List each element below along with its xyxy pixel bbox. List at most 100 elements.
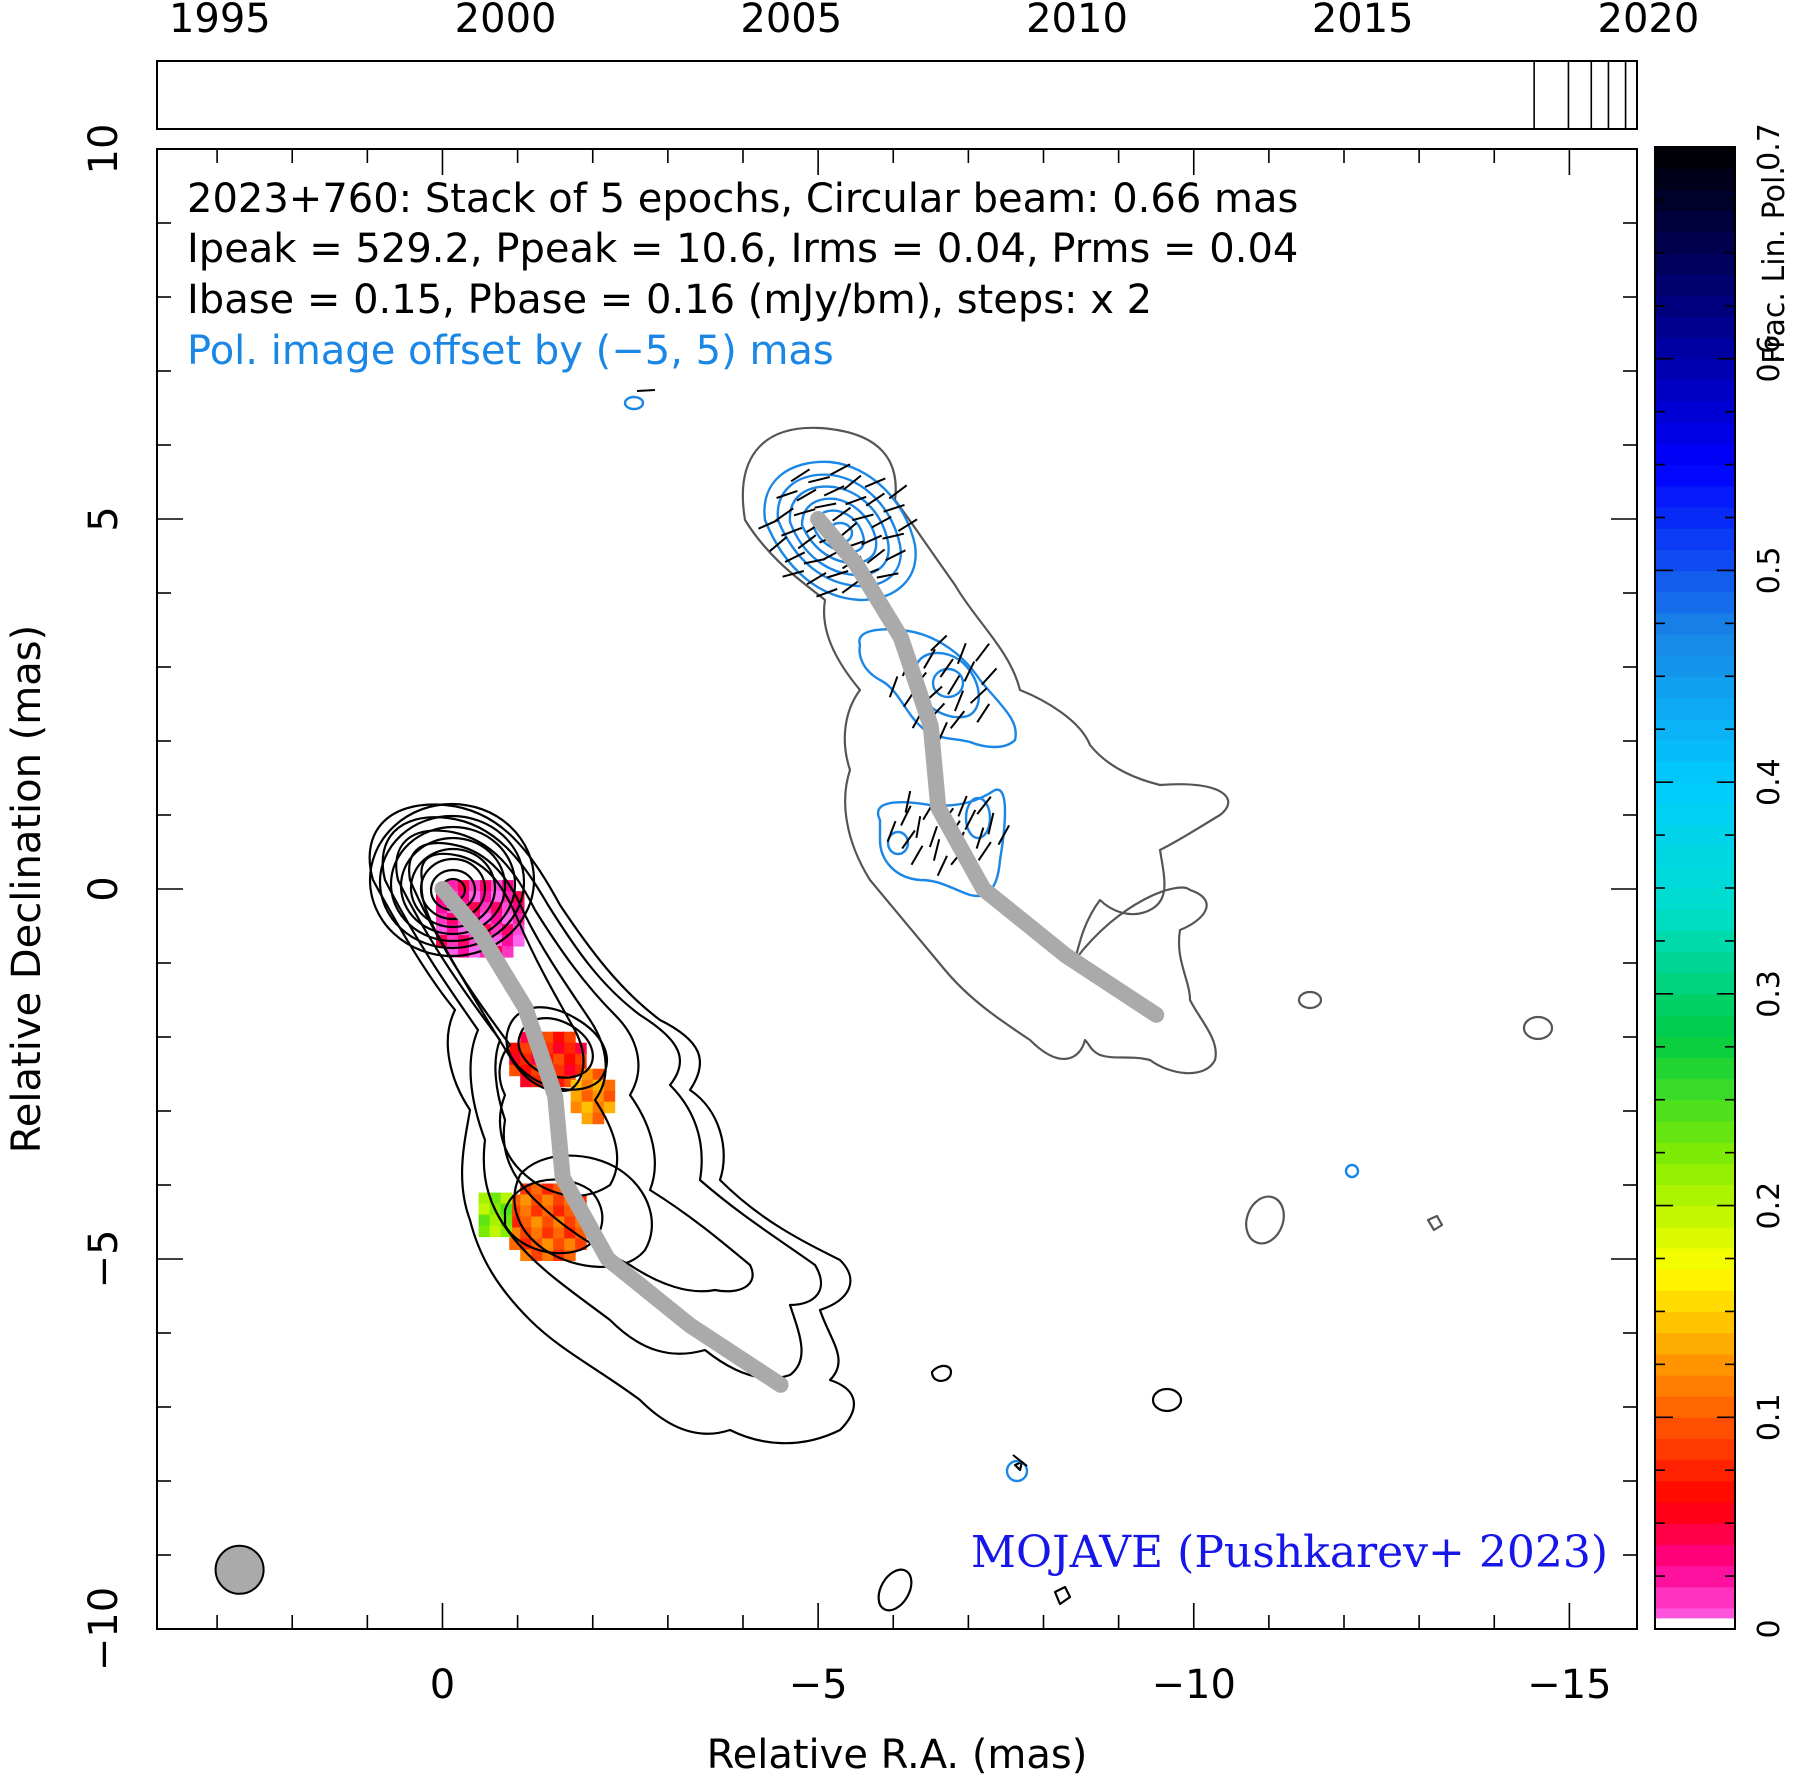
- colorbar-cell: [1655, 1586, 1735, 1609]
- evpa-stick: [977, 841, 992, 861]
- pol-offset-note: Pol. image offset by (−5, 5) mas: [187, 328, 834, 374]
- colorbar-cell: [1655, 655, 1735, 677]
- evpa-stick: [1012, 1454, 1028, 1467]
- evpa-stick: [975, 643, 990, 662]
- frac-pol-pixel: [553, 1238, 565, 1250]
- y-axis-tick-labels: −10 −5 0 5 10: [81, 124, 127, 1672]
- pol-blob-1: [623, 395, 645, 411]
- beam-ellipse: [214, 1544, 265, 1595]
- evpa-stick: [806, 572, 827, 586]
- y-axis-label: Relative Declination (mas): [4, 625, 50, 1153]
- x-axis-tick-labels: 0 −5 −10 −15: [430, 1662, 1612, 1708]
- frac-pol-pixel: [564, 1031, 576, 1044]
- evpa-stick: [803, 558, 826, 565]
- core-contour-5: [409, 847, 497, 929]
- evpa-stick: [956, 642, 967, 665]
- colorbar-cell: [1655, 1544, 1735, 1567]
- evpa-stick: [876, 572, 899, 579]
- colorbar-cell: [1655, 761, 1735, 783]
- total-intensity-contours: [368, 802, 1183, 1612]
- frac-pol-pixel: [436, 924, 448, 936]
- evpa-stick: [975, 827, 985, 849]
- core-contour-6: [419, 857, 487, 921]
- evpa-stick: [997, 824, 1010, 846]
- colorbar-cell: [1655, 1142, 1735, 1164]
- evpa-stick: [865, 492, 885, 507]
- evpa-stick: [823, 485, 845, 497]
- frac-pol-pixel: [469, 935, 481, 947]
- colorbar-cell: [1655, 676, 1735, 699]
- evpa-stick: [781, 526, 803, 537]
- colorbar-cell: [1655, 1332, 1735, 1355]
- colorbar-cell: [1655, 930, 1735, 953]
- evpa-stick: [969, 687, 988, 704]
- frac-pol-pixel: [500, 1225, 513, 1238]
- contour-blob-4: [1053, 1585, 1072, 1606]
- evpa-stick: [964, 809, 977, 831]
- frac-pol-pixel: [570, 1101, 583, 1114]
- frac-pol-pixel: [531, 1216, 543, 1228]
- frac-pol-pixel: [531, 1205, 543, 1217]
- evpa-stick: [936, 855, 948, 877]
- evpa-stick: [882, 532, 905, 540]
- frac-pol-pixel: [520, 1194, 532, 1206]
- evpa-stick: [888, 484, 908, 500]
- frac-pol-pixel: [581, 1079, 594, 1092]
- evpa-stick: [928, 825, 938, 848]
- frac-pol-pixel: [564, 1216, 576, 1228]
- frac-pol-pixel: [575, 1053, 587, 1066]
- evpa-stick: [774, 507, 794, 522]
- epoch-year-label: 2010: [1026, 0, 1128, 42]
- y-tick-label: −5: [81, 1230, 127, 1289]
- evpa-stick: [816, 588, 838, 598]
- frac-pol-pixel: [491, 880, 503, 892]
- colorbar-cell: [1655, 1396, 1735, 1418]
- frac-pol-pixel: [513, 913, 525, 925]
- evpa-stick: [790, 468, 811, 483]
- core-contour-1: [368, 802, 536, 958]
- frac-pol-pixel: [531, 1183, 543, 1195]
- evpa-stick: [843, 474, 862, 491]
- frac-pol-pixel: [553, 1205, 565, 1217]
- frac-pol-pixel: [531, 1249, 543, 1261]
- evpa-stick: [793, 508, 816, 517]
- evpa-stick: [981, 667, 998, 686]
- core-contour-4: [399, 836, 507, 936]
- colorbar-cell: [1655, 1311, 1735, 1334]
- contour-outer-3: [395, 829, 754, 1293]
- evpa-stick: [949, 710, 966, 730]
- frac-pol-pixel: [520, 1031, 532, 1044]
- colorbar-cell: [1655, 464, 1735, 487]
- evpa-stick: [939, 658, 954, 678]
- frac-pol-pixel: [520, 1064, 532, 1077]
- frac-pol-pixel: [502, 880, 514, 892]
- evpa-stick: [832, 506, 852, 522]
- epoch-timeline: 1995 2000 2005 2010 2015 2020: [156, 0, 1699, 130]
- evpa-stick: [758, 518, 779, 530]
- evpa-stick: [897, 518, 918, 532]
- frac-pol-pixel: [491, 913, 503, 925]
- colorbar-cell: [1655, 1226, 1735, 1249]
- pol-contour-knot1-inner: [931, 667, 965, 699]
- evpa-stick: [864, 477, 886, 488]
- colorbar-cell: [1655, 1565, 1735, 1588]
- offset-blob-1: [1297, 990, 1323, 1010]
- colorbar-cell: [1655, 1247, 1735, 1270]
- frac-pol-pixel: [581, 1112, 594, 1125]
- frac-pol-pixel: [447, 924, 459, 936]
- evpa-stick: [900, 805, 912, 826]
- frac-pol-pixel: [502, 935, 514, 947]
- frac-pol-pixel: [480, 891, 492, 903]
- evpa-vectors: [636, 389, 1028, 1467]
- epoch-year-label: 1995: [169, 0, 271, 42]
- colorbar-cell: [1655, 1269, 1735, 1291]
- colorbar-cell: [1655, 1163, 1735, 1185]
- evpa-stick: [888, 676, 899, 698]
- core-contour-3: [389, 825, 517, 943]
- frac-pol-pixel: [502, 902, 514, 914]
- evpa-stick: [769, 536, 788, 552]
- colorbar-cell: [1655, 358, 1735, 381]
- colorbar-cell: [1655, 1618, 1735, 1629]
- contour-blob-3: [877, 1568, 913, 1612]
- frac-pol-pixel: [478, 1203, 491, 1216]
